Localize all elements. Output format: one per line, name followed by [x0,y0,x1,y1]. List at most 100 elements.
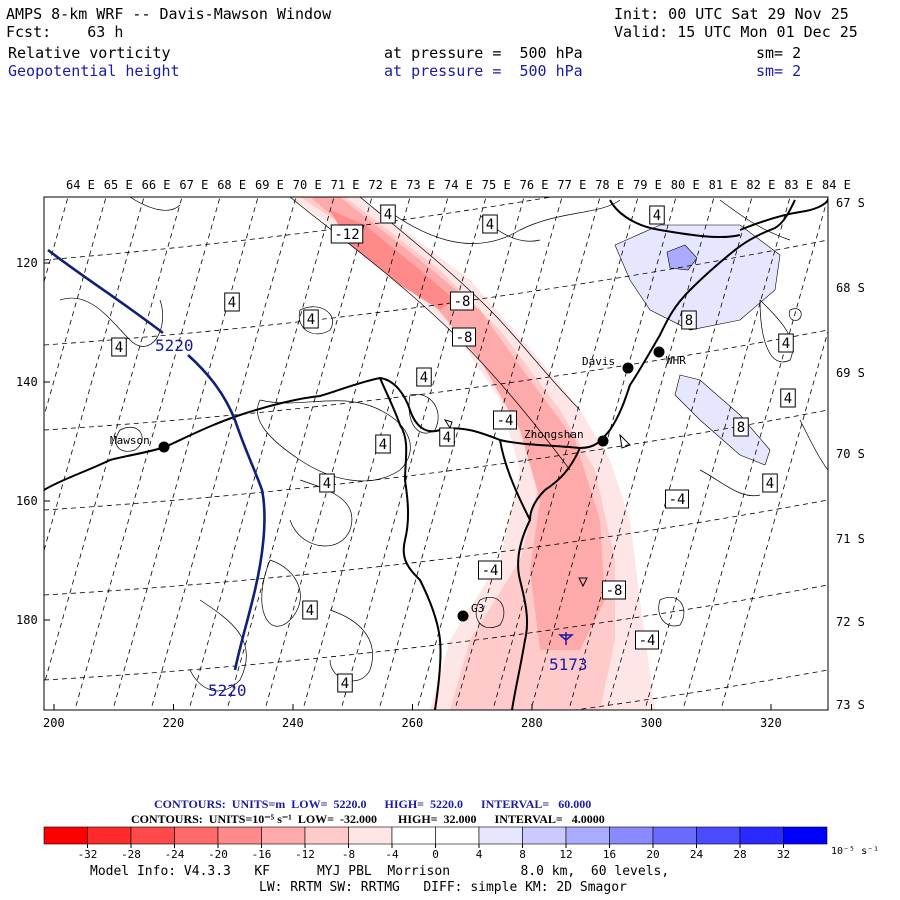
vorticity-value-label: -4 [635,630,659,650]
vorticity-value-label: -8 [452,327,476,347]
colorbar-swatch [609,826,654,845]
meridian-line [454,197,601,710]
y-tick-label: 180 [16,613,38,627]
field2-name: Geopotential height [8,62,180,80]
meridian-line [644,197,791,710]
longitude-label: 78 E [595,178,624,192]
colorbar-swatch [435,826,480,845]
svg-text:4: 4 [653,208,661,224]
svg-text:-8: -8 [454,294,471,310]
meridian-line [378,197,525,710]
parallel-line [44,329,828,431]
vorticity-value-label: 4 [111,337,127,357]
x-tick-label: 320 [760,716,782,730]
station-zhongshan: Zhongshan [524,428,609,447]
station-davis: Davis [582,355,634,374]
header-title: AMPS 8-km WRF -- Davis-Mawson Window [6,5,332,23]
parallel-line [44,584,828,681]
vorticity-value-label: 4 [302,600,318,620]
y-axis: 120 140 160 180 [16,256,50,627]
map-frame [43,196,829,711]
station-whr: WHR [653,346,686,367]
colorbar-swatch [652,826,697,845]
x-tick-label: 300 [641,716,663,730]
colorbar-label: 8 [519,848,526,861]
y-tick-label: 160 [16,494,38,508]
meridian-line [606,197,753,710]
vorticity-value-label: 8 [733,417,749,437]
colorbar-label: 12 [559,848,572,861]
colorbar-label: -12 [295,848,315,861]
colorbar-swatch [565,826,610,845]
colorbar-swatch [696,826,741,845]
vorticity-value-label: 4 [337,673,353,693]
svg-text:4: 4 [379,437,387,453]
colorbar-swatch [261,826,306,845]
field2-level: at pressure = 500 hPa [384,62,583,80]
vorticity-value-label: 4 [319,473,335,493]
marker-small-3 [443,419,453,430]
longitude-label: 80 E [671,178,700,192]
svg-text:4: 4 [782,336,790,352]
header-forecast-hour: Fcst: 63 h [6,23,124,41]
svg-text:-8: -8 [606,583,623,599]
colorbar-label: 24 [690,848,704,861]
latitude-label: 68 S [836,281,865,295]
vorticity-value-label: -4 [665,489,689,509]
field1-smoothing: sm= 2 [756,44,802,62]
colorbar-swatch [348,826,393,845]
vorticity-value-label: 4 [762,473,778,493]
colorbar-label: -32 [78,848,98,861]
meridian-line [302,197,449,710]
meridian-line [568,197,715,710]
header-valid: Valid: 15 UTC Mon 01 Dec 25 [614,23,858,41]
y-tick-label: 120 [16,256,38,270]
vorticity-value-label: -8 [450,291,474,311]
parallel-line [571,669,828,710]
vorticity-value-label: 4 [416,367,432,387]
colorbar-label: 32 [777,848,790,861]
svg-text:4: 4 [115,340,123,356]
field1-level: at pressure = 500 hPa [384,44,583,62]
x-axis: 200 220 240 260 280 300 320 [43,704,782,730]
legend-vorticity-contours: CONTOURS: UNITS=10⁻⁵ s⁻¹ LOW= -32.000 HI… [131,812,605,826]
footer-physics-info: LW: RRTM SW: RRTMG DIFF: simple KM: 2D S… [259,880,627,895]
colorbar-swatch [304,826,349,845]
station-whr-label: WHR [666,354,686,367]
vorticity-value-label: 8 [681,310,697,330]
x-tick-label: 240 [282,716,304,730]
latitude-label: 72 S [836,615,865,629]
meridian-line [682,197,828,710]
colorbar-label: 28 [733,848,746,861]
longitude-label: 82 E [746,178,775,192]
station-g3-label: G3 [471,602,484,615]
meridian-line [264,197,411,710]
colorbar-swatch [739,826,784,845]
meridian-line [44,197,107,418]
vorticity-value-label: -12 [330,224,364,244]
svg-text:8: 8 [737,420,745,436]
longitude-label: 83 E [784,178,813,192]
latitude-label: 67 S [836,196,865,210]
svg-text:-12: -12 [334,227,359,243]
svg-text:4: 4 [384,207,392,223]
svg-text:4: 4 [766,476,774,492]
colorbar-swatch [783,826,828,845]
svg-text:4: 4 [323,476,331,492]
svg-text:-4: -4 [482,563,499,579]
x-tick-label: 260 [402,716,424,730]
svg-text:4: 4 [486,217,494,233]
vorticity-value-label: 4 [380,204,396,224]
longitude-label: 65 E [104,178,133,192]
x-tick-label: 280 [521,716,543,730]
latitude-labels: 67 S 68 S 69 S 70 S 71 S 72 S 73 S [836,196,865,712]
map-panel: 64 E 65 E 66 E 67 E 68 E 69 E 70 E 71 E 72 E 73 E… [16,178,865,730]
longitude-label: 71 E [331,178,360,192]
vorticity-value-label: 4 [649,205,665,225]
legend-height-contours: CONTOURS: UNITS=m LOW= 5220.0 HIGH= 5220… [154,797,592,811]
vorticity-labels: 4 4 4 4 4 4 4 4 4 4 4 4 4 4 4 -12 -8 -8 -4 -4 -4 -8 -4 8 8 [111,204,796,693]
height-label-5173: 5173 [549,655,588,674]
geopotential-height-contour [47,248,266,671]
footer-model-info: Model Info: V4.3.3 KF MYJ PBL Morrison 8… [90,864,670,879]
longitude-label: 74 E [444,178,473,192]
